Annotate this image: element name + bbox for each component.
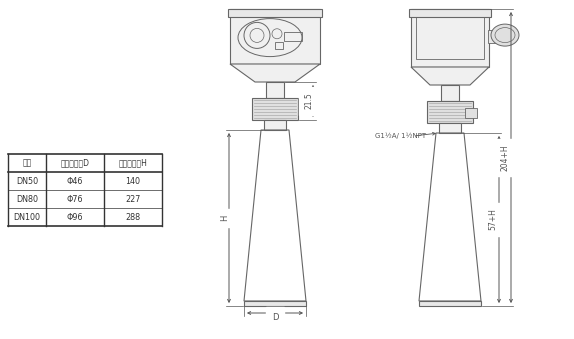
Bar <box>419 301 481 306</box>
Text: DN50: DN50 <box>16 177 38 185</box>
Bar <box>275 42 283 48</box>
Text: DN80: DN80 <box>16 195 38 203</box>
Text: 227: 227 <box>125 195 141 203</box>
Text: Φ76: Φ76 <box>67 195 83 203</box>
Bar <box>427 101 473 123</box>
Bar <box>409 9 491 17</box>
Text: G1½A/ 1½NPT: G1½A/ 1½NPT <box>375 133 426 139</box>
Text: 57+H: 57+H <box>488 208 498 231</box>
Bar <box>465 108 477 118</box>
Polygon shape <box>411 67 489 85</box>
Text: Φ46: Φ46 <box>67 177 83 185</box>
Text: 204+H: 204+H <box>501 144 510 171</box>
Text: 喇叭口高度H: 喇叭口高度H <box>119 159 148 167</box>
Bar <box>228 9 322 17</box>
Bar <box>230 9 320 64</box>
Text: 法兰: 法兰 <box>22 159 32 167</box>
Text: 140: 140 <box>126 177 141 185</box>
Text: 288: 288 <box>126 213 141 221</box>
Polygon shape <box>230 64 320 82</box>
Bar <box>264 120 286 130</box>
Text: H: H <box>220 215 230 221</box>
Bar <box>284 32 302 41</box>
Text: DN100: DN100 <box>14 213 41 221</box>
Bar <box>439 123 461 133</box>
Text: 喇叭口直径D: 喇叭口直径D <box>60 159 90 167</box>
Bar <box>488 29 506 43</box>
Text: 21.5: 21.5 <box>304 93 313 109</box>
Bar <box>416 17 484 59</box>
Bar <box>441 85 459 101</box>
Ellipse shape <box>491 24 519 46</box>
Text: D: D <box>272 313 278 321</box>
Bar <box>411 9 489 67</box>
Bar <box>244 301 306 306</box>
Bar <box>252 98 298 120</box>
Text: Φ96: Φ96 <box>67 213 83 221</box>
Bar <box>266 82 284 98</box>
